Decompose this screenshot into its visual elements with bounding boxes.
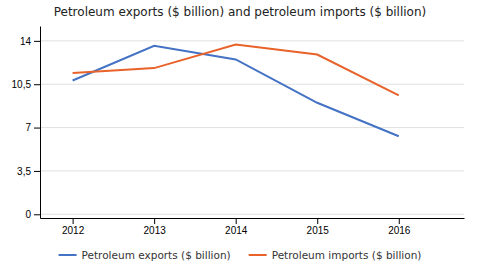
tick-label: 0 — [25, 209, 31, 220]
tick: 3,5 — [17, 166, 40, 177]
grid — [40, 41, 464, 214]
tick-mark — [34, 214, 40, 215]
tick: 14 — [20, 36, 40, 47]
legend-swatch — [59, 254, 77, 256]
tick-label: 2014 — [225, 225, 248, 236]
grid-line — [40, 40, 464, 41]
axis-line — [40, 27, 41, 219]
axis-line — [41, 218, 465, 219]
tick-mark — [236, 218, 237, 224]
grid-line — [40, 84, 464, 85]
series-line — [73, 46, 399, 136]
plot-area: 2012 2013 2014 2015 2016 0 3,5 7 10,5 14 — [12, 27, 465, 237]
tick: 10,5 — [12, 79, 40, 90]
tick: 2012 — [62, 218, 85, 236]
x-axis: 2012 2013 2014 2015 2016 — [41, 218, 465, 236]
tick-mark — [34, 84, 40, 85]
tick-mark — [73, 218, 74, 224]
tick-mark — [34, 171, 40, 172]
tick-label: 14 — [20, 36, 32, 47]
series-line — [73, 45, 399, 96]
tick-label: 2015 — [307, 225, 330, 236]
grid-line — [40, 127, 464, 128]
tick: 2015 — [307, 218, 330, 236]
grid-line — [40, 170, 464, 171]
title: Petroleum exports ($ billion) and petrol… — [54, 5, 427, 19]
lines — [73, 45, 399, 137]
chart: 2012 2013 2014 2015 2016 0 3,5 7 10,5 14 Petroleum… — [0, 0, 480, 268]
chart-container: 2012 2013 2014 2015 2016 0 3,5 7 10,5 14 Petroleum… — [0, 0, 480, 268]
legend-label: Petroleum imports ($ billion) — [272, 249, 422, 261]
grid-line — [40, 214, 464, 215]
tick: 2013 — [144, 218, 167, 236]
tick-mark — [154, 218, 155, 224]
tick-label: 2012 — [62, 225, 85, 236]
tick-label: 2016 — [388, 225, 411, 236]
tick-mark — [399, 218, 400, 224]
tick-label: 7 — [25, 122, 31, 133]
y-axis: 0 3,5 7 10,5 14 — [12, 27, 41, 220]
legend-swatch — [249, 254, 267, 256]
tick-mark — [34, 128, 40, 129]
tick-mark — [317, 218, 318, 224]
legend-label: Petroleum exports ($ billion) — [82, 249, 231, 261]
legend-item: Petroleum exports ($ billion) — [59, 249, 231, 261]
tick-label: 3,5 — [17, 166, 31, 177]
legend: Petroleum exports ($ billion) Petroleum i… — [59, 249, 422, 261]
tick-label: 2013 — [144, 225, 167, 236]
tick: 7 — [25, 122, 40, 133]
tick: 2014 — [225, 218, 248, 236]
tick-label: 10,5 — [12, 79, 32, 90]
legend-item: Petroleum imports ($ billion) — [249, 249, 422, 261]
tick: 2016 — [388, 218, 411, 236]
tick: 0 — [25, 209, 40, 220]
tick-mark — [34, 41, 40, 42]
